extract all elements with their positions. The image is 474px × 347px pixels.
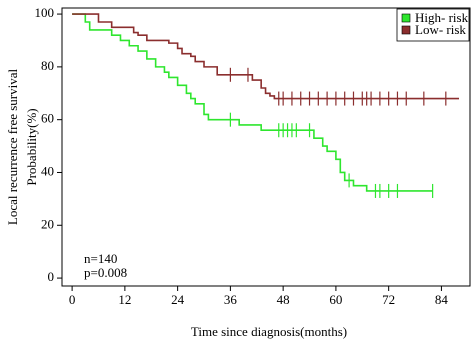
y-tick-label: 60 [41,111,54,126]
x-tick-label: 84 [435,292,449,307]
annotation: n=140 [84,251,117,266]
y-tick-label: 0 [48,269,55,284]
y-axis-label: Probability(%) [24,108,39,185]
x-tick-label: 12 [118,292,131,307]
y-tick-label: 40 [41,163,54,178]
x-tick-label: 60 [329,292,342,307]
x-tick-label: 48 [277,292,290,307]
x-tick-label: 0 [69,292,76,307]
y-tick-label: 80 [41,58,54,73]
y-tick-label: 100 [35,5,55,20]
x-tick-label: 36 [224,292,238,307]
survival-curve [72,13,460,100]
y-axis-label: Local recurrence free survival [5,68,20,225]
legend-label: High- risk [415,10,469,25]
survival-curve [72,13,433,192]
x-tick-label: 72 [382,292,395,307]
y-tick-label: 20 [41,216,54,231]
plot-frame [61,7,471,287]
legend-swatch [401,25,411,35]
annotation: p=0.008 [84,265,127,280]
x-axis-label: Time since diagnosis(months) [191,324,347,339]
x-tick-label: 24 [171,292,185,307]
legend-swatch [401,13,411,23]
legend-label: Low- risk [415,22,466,37]
